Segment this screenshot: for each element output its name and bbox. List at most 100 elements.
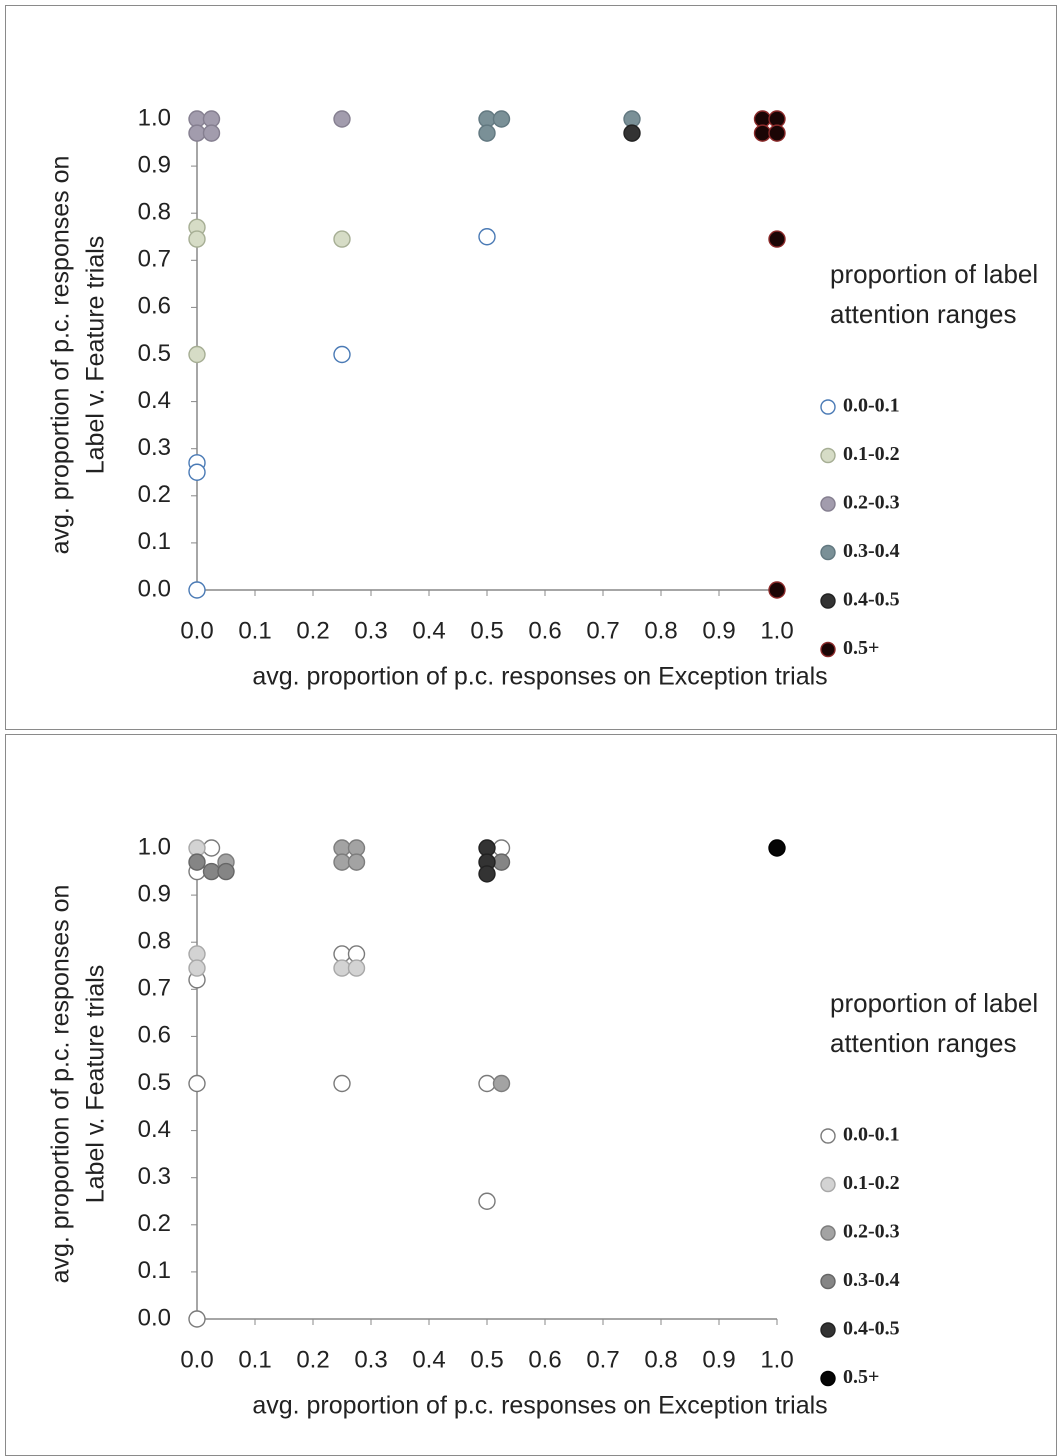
point (188, 463, 206, 481)
point (347, 959, 366, 977)
x-tick-label: 1.0 (760, 617, 793, 644)
y-tick-label: 0.9 (138, 880, 171, 907)
point (768, 839, 786, 857)
x-tick-label: 0.9 (702, 1346, 735, 1373)
y-axis-label: avg. proportion of p.c. responses on (47, 885, 75, 1284)
point (492, 1074, 511, 1093)
x-tick-label: 0.2 (296, 617, 329, 644)
point (478, 865, 496, 883)
point (753, 124, 772, 142)
x-tick-label: 0.9 (702, 617, 735, 644)
y-tick-label: 0.1 (138, 1257, 171, 1284)
point (188, 959, 206, 977)
point (333, 959, 351, 977)
y-tick-label: 0.6 (138, 1022, 171, 1049)
x-tick-label: 0.1 (238, 617, 271, 644)
chart: 0.0 0.1 0.2 0.3 0.4 0.5 0.6 0.7 0.8 0.9 1.0 0.0 0.1 0… (47, 104, 900, 691)
x-tick-label: 1.0 (760, 1346, 793, 1373)
chart-panel: 0.0 0.1 0.2 0.3 0.4 0.5 0.6 0.7 0.8 0.9 1.0 0.0 0.1 0… (5, 734, 1057, 1456)
point (188, 853, 206, 871)
legend-marker (820, 1273, 836, 1290)
x-tick-label: 0.0 (180, 617, 213, 644)
legend-title: proportion of label attention ranges (830, 988, 1039, 1058)
point (188, 345, 206, 364)
point (347, 853, 366, 871)
legend-label: 0.4-0.5 (843, 1318, 900, 1340)
y-tick-label: 0.7 (138, 246, 171, 273)
y-tick-label: 0.8 (138, 199, 171, 226)
y-tick-label: 0.3 (138, 1163, 171, 1190)
legend-marker (820, 496, 836, 512)
point (202, 124, 221, 142)
point (333, 345, 351, 364)
legend-label: 0.5+ (843, 1366, 879, 1388)
legend-marker (820, 1128, 836, 1144)
legend-title: proportion of label attention ranges (830, 259, 1039, 329)
point (188, 230, 206, 248)
point (478, 124, 496, 142)
point (492, 853, 511, 871)
chart: 0.0 0.1 0.2 0.3 0.4 0.5 0.6 0.7 0.8 0.9 1.0 0.0 0.1 0… (47, 833, 900, 1420)
x-tick-label: 0.3 (354, 617, 387, 644)
point (768, 230, 786, 248)
x-tick-label: 0.7 (586, 1346, 619, 1373)
y-tick-label: 1.0 (138, 833, 171, 860)
x-tick-label: 0.2 (296, 1346, 329, 1373)
chart-panel: 0.0 0.1 0.2 0.3 0.4 0.5 0.6 0.7 0.8 0.9 1.0 0.0 0.1 0… (5, 5, 1057, 730)
x-tick-label: 0.5 (470, 617, 503, 644)
legend-marker (820, 593, 836, 609)
point (333, 110, 351, 128)
x-tick-label: 0.8 (644, 1346, 677, 1373)
x-tick-label: 0.4 (412, 617, 445, 644)
x-axis-label: avg. proportion of p.c. responses on Exc… (252, 663, 827, 691)
x-tick-label: 0.8 (644, 617, 677, 644)
x-tick-label: 0.4 (412, 1346, 445, 1373)
y-tick-label: 0.9 (138, 151, 171, 178)
x-tick-label: 0.6 (528, 1346, 561, 1373)
legend-label: 0.0-0.1 (843, 1124, 900, 1146)
legend-marker (820, 1225, 836, 1241)
point (188, 581, 206, 599)
x-tick-label: 0.1 (238, 1346, 271, 1373)
point (217, 862, 235, 881)
y-tick-label: 0.7 (138, 975, 171, 1002)
legend-marker (820, 399, 836, 415)
y-tick-label: 0.4 (138, 387, 171, 414)
point (188, 1310, 206, 1328)
point (188, 1074, 206, 1093)
y-tick-label: 0.3 (138, 434, 171, 461)
legend-label: 0.2-0.3 (843, 492, 900, 514)
point (333, 1074, 351, 1093)
point (623, 124, 641, 142)
point (768, 581, 786, 599)
y-tick-label: 0.0 (138, 1304, 171, 1331)
legend-label: 0.1-0.2 (843, 1172, 900, 1194)
y-axis-label: Label v. Feature trials (82, 965, 110, 1204)
legend-label: 0.5+ (843, 637, 879, 659)
y-tick-label: 0.2 (138, 481, 171, 508)
legend-marker (820, 1176, 836, 1193)
y-tick-label: 1.0 (138, 104, 171, 131)
point (202, 839, 221, 857)
legend-label: 0.4-0.5 (843, 589, 900, 611)
y-tick-label: 0.0 (138, 575, 171, 602)
y-axis-label: Label v. Feature trials (82, 236, 110, 475)
point (333, 230, 351, 248)
point (492, 110, 511, 128)
legend-label: 0.2-0.3 (843, 1221, 900, 1243)
y-tick-label: 0.6 (138, 293, 171, 320)
x-tick-label: 0.0 (180, 1346, 213, 1373)
y-axis-label: avg. proportion of p.c. responses on (47, 156, 75, 555)
legend-marker (820, 447, 836, 464)
point (768, 124, 786, 142)
legend-label: 0.0-0.1 (843, 395, 900, 417)
legend-marker (820, 1322, 836, 1338)
legend-label: 0.3-0.4 (843, 540, 900, 562)
x-axis-label: avg. proportion of p.c. responses on Exc… (252, 1392, 827, 1420)
x-tick-label: 0.5 (470, 1346, 503, 1373)
y-tick-label: 0.1 (138, 528, 171, 555)
y-tick-label: 0.5 (138, 1069, 171, 1096)
y-tick-label: 0.2 (138, 1210, 171, 1237)
legend-marker (820, 544, 836, 561)
